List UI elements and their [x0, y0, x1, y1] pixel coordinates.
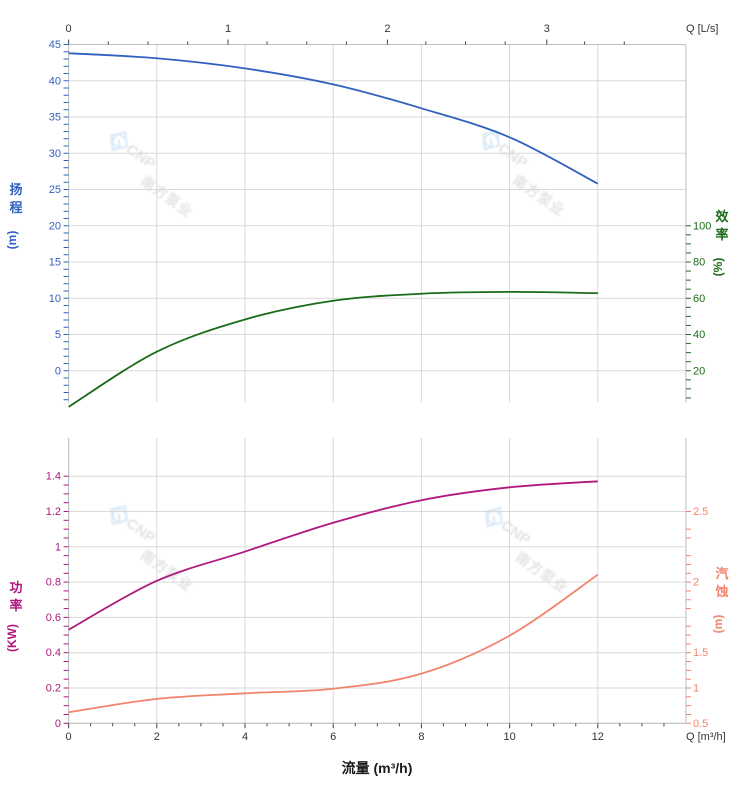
svg-text:(%): (%) — [711, 258, 725, 277]
svg-text:4: 4 — [242, 731, 248, 743]
svg-text:0.8: 0.8 — [46, 577, 61, 589]
svg-text:10: 10 — [503, 731, 515, 743]
svg-text:3: 3 — [544, 23, 550, 35]
svg-text:扬: 扬 — [9, 182, 22, 197]
svg-text:0: 0 — [66, 731, 72, 743]
svg-text:2: 2 — [693, 577, 699, 589]
svg-text:1: 1 — [55, 541, 61, 553]
svg-text:2: 2 — [384, 23, 390, 35]
svg-text:0.2: 0.2 — [46, 683, 61, 695]
svg-text:效: 效 — [715, 209, 729, 224]
svg-text:功: 功 — [9, 580, 22, 595]
svg-text:1.5: 1.5 — [693, 647, 708, 659]
svg-text:2: 2 — [154, 731, 160, 743]
svg-text:20: 20 — [693, 366, 705, 378]
svg-text:80: 80 — [693, 257, 705, 269]
svg-text:6: 6 — [330, 731, 336, 743]
svg-text:1.2: 1.2 — [46, 506, 61, 518]
svg-text:5: 5 — [55, 329, 61, 341]
svg-text:Q [L/s]: Q [L/s] — [686, 23, 718, 35]
svg-text:0: 0 — [55, 366, 61, 378]
svg-text:0.4: 0.4 — [46, 647, 61, 659]
svg-text:45: 45 — [49, 39, 61, 51]
svg-text:35: 35 — [49, 112, 61, 124]
svg-text:0: 0 — [66, 23, 72, 35]
svg-text:100: 100 — [693, 221, 711, 233]
svg-text:流量 (m³/h): 流量 (m³/h) — [342, 760, 413, 776]
svg-text:(m): (m) — [711, 615, 725, 634]
svg-text:40: 40 — [693, 329, 705, 341]
svg-text:12: 12 — [592, 731, 604, 743]
svg-text:40: 40 — [49, 76, 61, 88]
svg-text:程: 程 — [9, 200, 22, 215]
svg-text:10: 10 — [49, 293, 61, 305]
svg-text:15: 15 — [49, 257, 61, 269]
svg-text:Q [m³/h]: Q [m³/h] — [686, 731, 726, 743]
svg-text:率: 率 — [9, 598, 22, 613]
svg-text:1: 1 — [693, 683, 699, 695]
svg-text:蚀: 蚀 — [714, 584, 728, 599]
svg-text:0.6: 0.6 — [46, 612, 61, 624]
svg-text:汽: 汽 — [715, 566, 728, 581]
svg-text:(KW): (KW) — [5, 624, 19, 652]
svg-text:25: 25 — [49, 184, 61, 196]
svg-text:30: 30 — [49, 148, 61, 160]
svg-text:20: 20 — [49, 221, 61, 233]
svg-text:0.5: 0.5 — [693, 718, 708, 730]
svg-text:0: 0 — [55, 718, 61, 730]
svg-text:1: 1 — [225, 23, 231, 35]
svg-text:60: 60 — [693, 293, 705, 305]
svg-text:2.5: 2.5 — [693, 506, 708, 518]
svg-text:1.4: 1.4 — [46, 471, 61, 483]
svg-text:8: 8 — [418, 731, 424, 743]
svg-text:率: 率 — [715, 227, 728, 242]
svg-text:(m): (m) — [5, 231, 19, 250]
